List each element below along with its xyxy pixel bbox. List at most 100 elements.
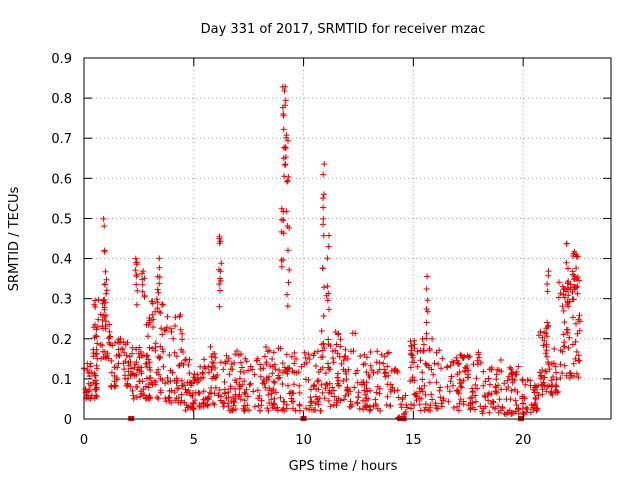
data-point — [319, 347, 326, 354]
data-point — [509, 376, 516, 382]
data-point — [422, 391, 429, 398]
data-point — [556, 279, 562, 286]
data-point — [87, 382, 94, 389]
data-point — [507, 396, 514, 403]
data-point — [281, 173, 288, 180]
data-point — [186, 403, 192, 410]
data-point — [184, 379, 191, 386]
data-point — [266, 347, 273, 354]
data-point — [132, 267, 139, 274]
data-point — [477, 359, 484, 366]
data-point — [280, 217, 287, 224]
data-point — [322, 385, 329, 392]
data-point — [456, 400, 463, 407]
data-point — [368, 367, 375, 374]
data-point — [481, 392, 488, 399]
data-point — [360, 361, 367, 368]
data-point — [373, 359, 380, 366]
data-point — [576, 277, 583, 284]
data-point — [429, 396, 436, 403]
data-point — [91, 372, 98, 379]
data-point — [91, 334, 98, 341]
data-point — [93, 380, 100, 387]
data-point — [161, 326, 168, 333]
data-point — [559, 370, 566, 377]
data-point — [277, 394, 284, 401]
data-point — [496, 396, 503, 403]
data-point — [542, 350, 549, 357]
data-point — [156, 264, 163, 271]
data-point — [559, 348, 566, 355]
x-tick-label: 10 — [295, 433, 312, 448]
data-point — [321, 161, 328, 168]
data-point — [480, 382, 487, 389]
data-point — [142, 360, 149, 367]
data-point — [286, 266, 293, 273]
data-point — [146, 344, 153, 351]
data-point — [512, 397, 519, 404]
data-point — [352, 370, 359, 377]
data-point — [254, 357, 261, 364]
data-point — [423, 306, 430, 312]
data-point — [264, 405, 271, 412]
y-tick-label: 0.7 — [51, 132, 72, 147]
data-point — [509, 369, 515, 376]
data-point — [338, 360, 345, 367]
data-point — [559, 283, 566, 290]
data-point — [420, 348, 426, 354]
data-point — [326, 232, 332, 239]
data-point — [156, 308, 163, 315]
data-point — [283, 132, 290, 139]
data-point — [330, 355, 336, 362]
data-point — [269, 402, 276, 409]
data-point — [437, 384, 444, 391]
data-point — [487, 381, 493, 388]
data-point — [340, 366, 347, 373]
data-point — [544, 323, 551, 330]
data-point — [273, 389, 279, 396]
data-point — [185, 361, 192, 368]
data-point — [387, 402, 394, 409]
data-point — [134, 261, 140, 268]
data-point — [84, 367, 91, 374]
data-point — [272, 366, 279, 373]
data-point — [281, 88, 288, 94]
data-point — [275, 345, 282, 352]
data-point — [319, 353, 326, 360]
data-point — [88, 369, 95, 376]
data-point — [227, 383, 234, 390]
data-point — [319, 265, 326, 272]
data-point — [504, 377, 511, 384]
data-point — [225, 403, 232, 410]
data-point — [217, 287, 223, 294]
data-point — [119, 345, 126, 352]
data-point — [216, 266, 222, 273]
y-tick-label: 0.1 — [51, 373, 72, 388]
plot-frame — [83, 57, 612, 420]
data-point — [490, 404, 497, 411]
data-point — [532, 396, 539, 403]
data-point — [569, 289, 576, 296]
data-point — [572, 338, 579, 345]
data-point — [326, 306, 332, 313]
data-point — [334, 350, 341, 357]
data-point — [403, 402, 410, 408]
data-point — [318, 328, 325, 334]
data-point — [204, 402, 211, 409]
data-point — [182, 407, 189, 414]
data-point — [566, 334, 573, 341]
data-point — [144, 394, 151, 401]
data-point — [445, 398, 452, 405]
data-point — [144, 352, 151, 359]
data-point — [284, 291, 290, 298]
data-point — [125, 368, 132, 375]
data-point — [457, 383, 464, 390]
data-point — [278, 263, 285, 270]
data-point — [365, 396, 372, 402]
data-point — [473, 398, 479, 405]
data-point — [195, 389, 202, 396]
data-point — [505, 384, 512, 390]
data-point — [320, 171, 327, 178]
data-point — [498, 368, 505, 375]
data-point — [262, 384, 269, 391]
